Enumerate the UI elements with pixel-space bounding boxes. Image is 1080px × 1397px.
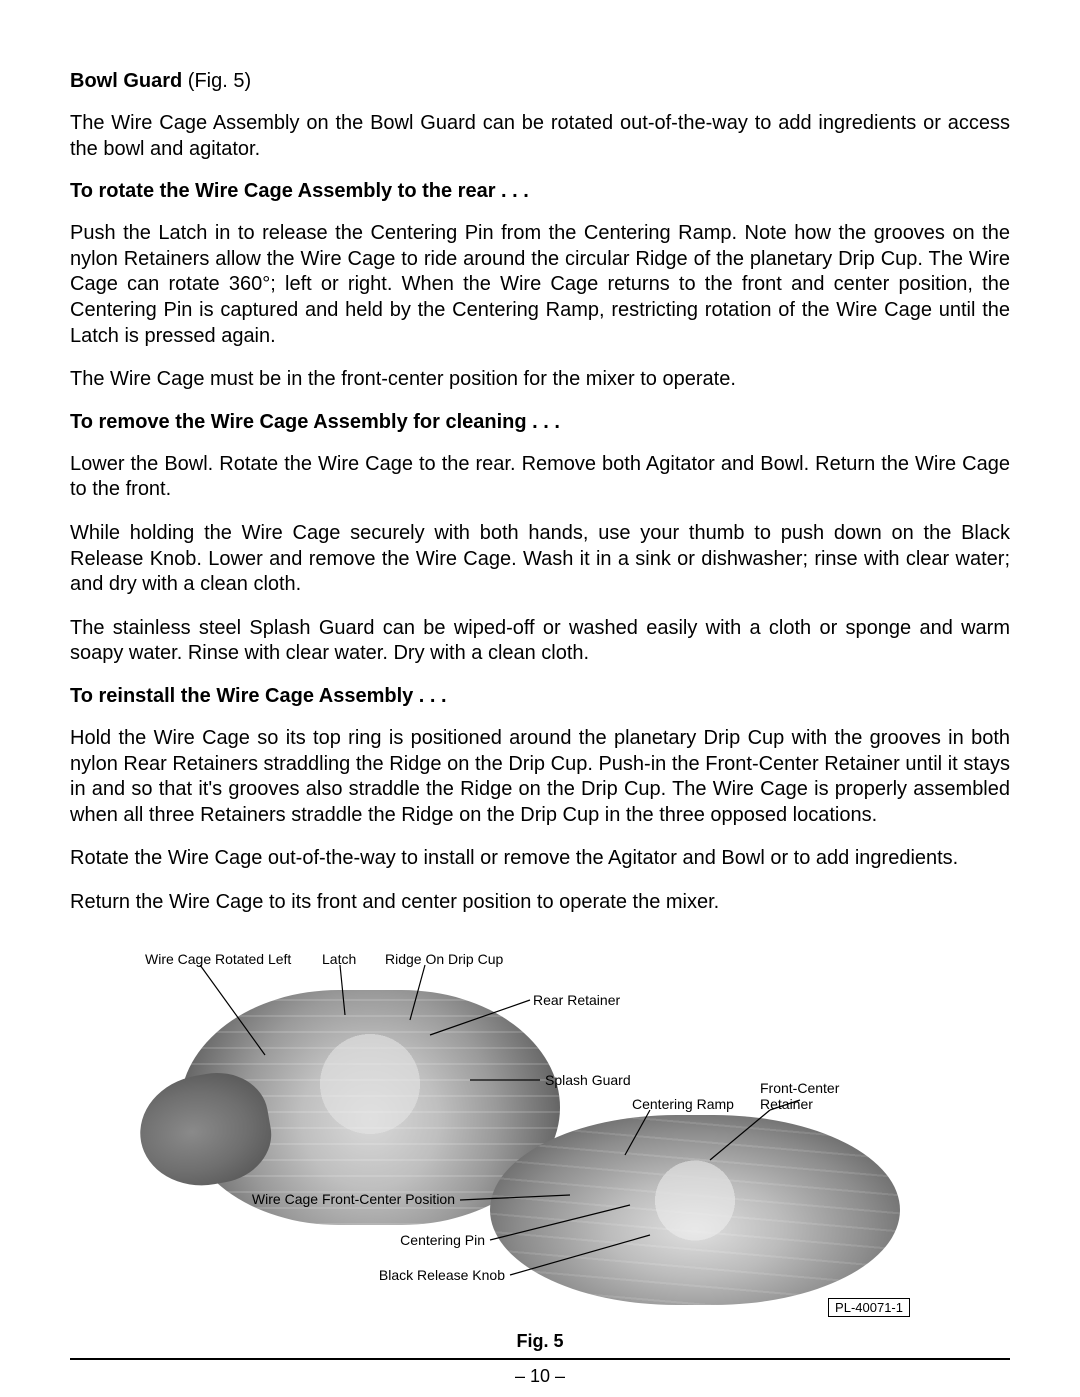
paragraph: The Wire Cage Assembly on the Bowl Guard…	[70, 111, 1010, 162]
figure-caption: Fig. 5	[70, 1331, 1010, 1352]
subheading-reinstall: To reinstall the Wire Cage Assembly . . …	[70, 685, 1010, 708]
section-heading: Bowl Guard (Fig. 5)	[70, 70, 1010, 93]
callout-rear-retainer: Rear Retainer	[533, 992, 620, 1009]
paragraph: The stainless steel Splash Guard can be …	[70, 616, 1010, 667]
subheading-rotate: To rotate the Wire Cage Assembly to the …	[70, 180, 1010, 203]
heading-rest: (Fig. 5)	[182, 70, 251, 92]
callout-retainer: Retainer	[760, 1096, 813, 1113]
callout-splash-guard: Splash Guard	[545, 1072, 631, 1089]
callout-centering-ramp: Centering Ramp	[632, 1096, 734, 1113]
page-number: – 10 –	[0, 1366, 1080, 1387]
figure-5: Wire Cage Rotated Left Latch Ridge On Dr…	[70, 945, 1010, 1325]
figure-photo-right	[490, 1115, 900, 1305]
subheading-remove: To remove the Wire Cage Assembly for cle…	[70, 411, 1010, 434]
callout-wire-cage-front-center-position: Wire Cage Front-Center Position	[252, 1191, 455, 1208]
callout-latch: Latch	[322, 951, 356, 968]
callout-wire-cage-rotated-left: Wire Cage Rotated Left	[145, 951, 291, 968]
footer-rule	[70, 1358, 1010, 1360]
heading-bold: Bowl Guard	[70, 70, 182, 92]
paragraph: The Wire Cage must be in the front-cente…	[70, 367, 1010, 393]
callout-front-center: Front-Center	[760, 1080, 839, 1097]
callout-centering-pin: Centering Pin	[400, 1232, 485, 1249]
callout-ridge-on-drip-cup: Ridge On Drip Cup	[385, 951, 503, 968]
figure-id-box: PL-40071-1	[828, 1298, 910, 1317]
callout-black-release-knob: Black Release Knob	[379, 1267, 505, 1284]
paragraph: Push the Latch in to release the Centeri…	[70, 221, 1010, 349]
paragraph: Rotate the Wire Cage out-of-the-way to i…	[70, 846, 1010, 872]
paragraph: While holding the Wire Cage securely wit…	[70, 521, 1010, 598]
paragraph: Return the Wire Cage to its front and ce…	[70, 890, 1010, 916]
paragraph: Hold the Wire Cage so its top ring is po…	[70, 726, 1010, 828]
paragraph: Lower the Bowl. Rotate the Wire Cage to …	[70, 452, 1010, 503]
